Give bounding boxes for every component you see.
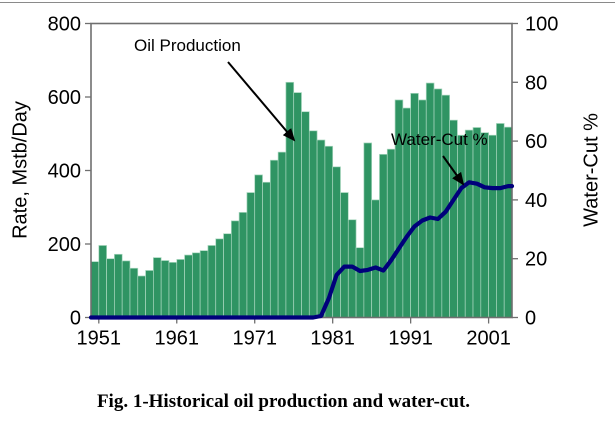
bar — [308, 130, 318, 318]
bar — [371, 199, 380, 318]
left-axis-tick-label: 800 — [48, 14, 81, 36]
water-cut-annotation: Water-Cut % — [391, 130, 488, 149]
bar — [207, 245, 217, 318]
bar — [168, 262, 178, 318]
bar — [480, 132, 489, 318]
bar — [496, 123, 505, 318]
figure-caption: Fig. 1-Historical oil production and wat… — [96, 391, 471, 412]
left-axis-tick-label: 0 — [70, 308, 81, 330]
left-axis-title: Rate, Mstb/Day — [9, 101, 32, 239]
bar — [176, 259, 185, 318]
bar — [160, 260, 170, 318]
bar — [129, 267, 139, 318]
bar — [153, 257, 162, 318]
annotation-arrow — [442, 155, 465, 186]
left-axis-tick-label: 600 — [48, 87, 81, 109]
bar — [145, 270, 154, 318]
left-axis-tick-label: 400 — [48, 161, 81, 183]
x-axis: 1951 1961 1971 1981 1991 2001 — [77, 317, 511, 350]
oil-production-annotation: Oil Production — [134, 36, 241, 55]
right-axis-tick-label: 60 — [525, 131, 547, 153]
bar — [301, 111, 310, 318]
bar — [137, 275, 146, 318]
bar — [433, 88, 443, 318]
bar — [425, 82, 435, 318]
right-axis: 0 20 40 60 80 100 — [512, 14, 558, 330]
x-axis-tick-label: 1961 — [155, 328, 200, 350]
bar — [464, 129, 474, 318]
right-axis-tick-label: 0 — [525, 308, 536, 330]
bar — [488, 134, 497, 318]
x-axis-tick-label: 1981 — [310, 328, 355, 350]
bar — [503, 126, 513, 318]
left-axis: 0 200 400 600 800 — [48, 14, 91, 330]
bar — [379, 153, 388, 318]
figure-top-border — [0, 2, 615, 3]
bar — [230, 220, 240, 318]
bar — [472, 127, 482, 318]
bar — [363, 142, 373, 318]
water-cut-line — [88, 180, 515, 320]
chart-svg: 0 200 400 600 800 0 20 40 60 80 100 1951 1961 1971 198… — [48, 14, 559, 350]
bar — [269, 159, 279, 318]
right-axis-tick-label: 20 — [525, 249, 547, 271]
x-axis-tick-label: 1951 — [77, 328, 122, 350]
oil-production-bars — [90, 81, 513, 318]
bar — [106, 258, 115, 318]
bar — [340, 192, 349, 318]
bar — [355, 247, 365, 318]
bar — [332, 166, 341, 318]
bar — [192, 252, 201, 318]
x-axis-tick-label: 1971 — [232, 328, 277, 350]
bar — [386, 148, 396, 318]
bar — [293, 92, 302, 318]
right-axis-tick-label: 80 — [525, 72, 547, 94]
bar — [410, 92, 419, 318]
annotation-arrow — [227, 61, 296, 142]
left-axis-tick-label: 200 — [48, 234, 81, 256]
right-axis-tick-label: 40 — [525, 190, 547, 212]
bar — [184, 254, 193, 318]
x-axis-tick-label: 2001 — [466, 328, 511, 350]
right-axis-tick-label: 100 — [525, 14, 558, 36]
right-axis-title: Water-Cut % — [580, 113, 603, 227]
bar — [457, 134, 466, 318]
bar — [199, 250, 209, 318]
bar — [285, 81, 295, 318]
bar — [238, 212, 248, 318]
bar — [277, 151, 287, 318]
bar — [121, 260, 131, 318]
bar — [254, 174, 263, 318]
bar — [114, 253, 123, 318]
x-axis-tick-label: 1991 — [388, 328, 433, 350]
bar — [223, 233, 232, 318]
bar — [316, 139, 326, 318]
bar — [262, 181, 271, 318]
bar — [90, 261, 100, 318]
bar — [98, 245, 107, 318]
bar — [246, 192, 256, 318]
bar — [215, 238, 224, 318]
